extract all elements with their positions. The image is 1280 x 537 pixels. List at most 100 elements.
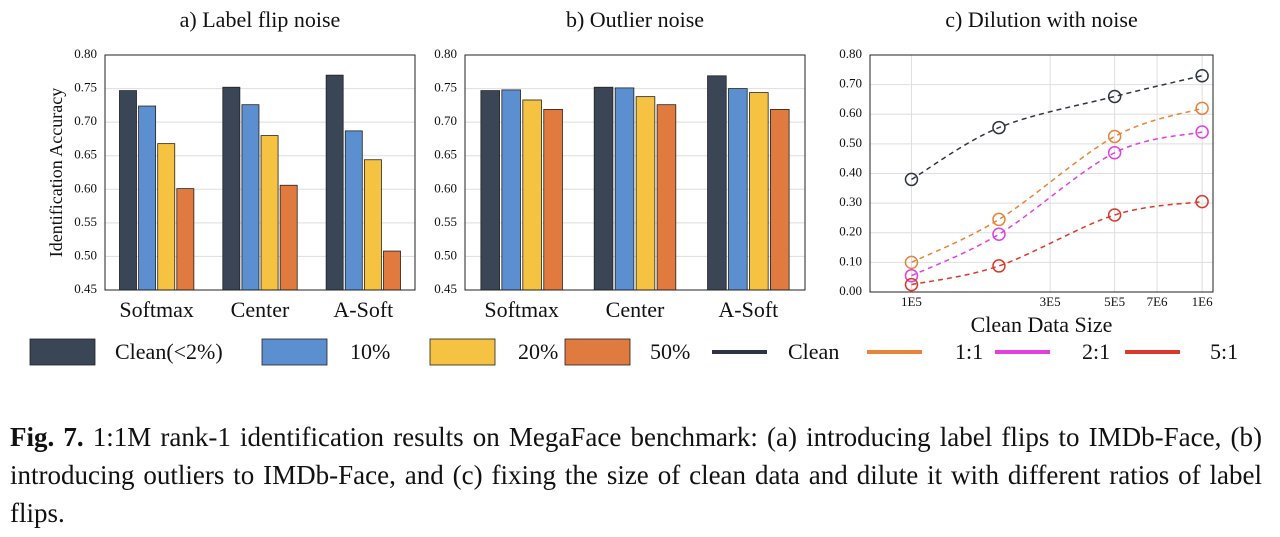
y-tick-label: 0.80 — [434, 46, 457, 61]
y-tick-label: 0.75 — [74, 80, 97, 95]
point — [1107, 208, 1122, 222]
y-tick-label: 0.65 — [74, 147, 97, 162]
bar — [138, 105, 157, 291]
bar — [344, 130, 363, 291]
line — [911, 131, 1203, 277]
legend-swatch — [29, 338, 96, 366]
point — [904, 268, 919, 283]
legend-swatch — [429, 338, 496, 366]
chart-title: b) Outlier noise — [566, 7, 704, 32]
plot-area — [465, 55, 805, 290]
y-tick-label: 0.60 — [434, 180, 457, 195]
bar — [260, 135, 279, 291]
bar — [522, 99, 542, 291]
point — [1195, 101, 1209, 116]
point — [992, 259, 1006, 273]
bar — [770, 108, 790, 291]
y-tick-label: 0.75 — [434, 80, 457, 95]
bar — [480, 90, 500, 291]
legend-label: 5:1 — [1210, 339, 1238, 364]
legend-swatch — [564, 338, 631, 366]
caption-label: Fig. 7. — [10, 422, 84, 452]
point — [992, 120, 1006, 135]
x-tick-label: 3E5 — [1040, 294, 1061, 309]
point — [904, 172, 919, 187]
x-tick-label: A-Soft — [333, 297, 393, 322]
y-tick-label: 0.70 — [74, 113, 97, 128]
caption-text: 1:1M rank-1 identification results on Me… — [10, 422, 1262, 528]
legend-label: 50% — [650, 339, 690, 364]
x-axis-label: Clean Data Size — [971, 312, 1113, 337]
legend-label: 1:1 — [955, 339, 983, 364]
bar — [157, 143, 176, 291]
point — [992, 212, 1006, 227]
caption: Fig. 7. 1:1M rank-1 identification resul… — [10, 418, 1262, 532]
legend-label: 2:1 — [1082, 339, 1110, 364]
line — [911, 75, 1203, 181]
point — [1195, 125, 1209, 139]
y-tick-label: 0.45 — [74, 281, 97, 296]
bar — [119, 90, 137, 291]
y-tick-label: 0.50 — [839, 135, 862, 150]
y-tick-label: 0.50 — [434, 247, 457, 262]
bar — [325, 74, 344, 291]
y-tick-label: 0.30 — [839, 194, 862, 209]
y-tick-label: 0.10 — [839, 253, 862, 268]
plot-frame — [104, 54, 416, 291]
bar — [383, 250, 401, 291]
legend-label: Clean — [788, 339, 839, 364]
x-tick-label: Center — [231, 297, 290, 322]
bar — [279, 184, 298, 291]
x-tick-label: A-Soft — [718, 297, 778, 322]
bar — [593, 86, 614, 291]
y-tick-label: 0.65 — [434, 147, 457, 162]
bar — [728, 88, 748, 291]
y-tick-label: 0.80 — [839, 46, 862, 61]
y-tick-label: 0.60 — [839, 105, 862, 120]
bar — [635, 96, 656, 291]
legend-label: 20% — [518, 339, 558, 364]
y-tick-label: 0.20 — [839, 224, 862, 239]
y-tick-label: 0.60 — [74, 180, 97, 195]
plot-frame — [869, 54, 1214, 293]
bar — [749, 92, 769, 291]
chart-title: a) Label flip noise — [180, 7, 341, 32]
legend-swatch — [261, 338, 328, 366]
x-tick-label: Softmax — [119, 297, 194, 322]
bar — [543, 108, 563, 291]
figure: a) Label flip noise 0.45 0.50 0.55 0.60 0.65 0… — [29, 7, 1238, 366]
bar — [241, 104, 260, 291]
point — [992, 227, 1006, 241]
x-tick-label: 7E6 — [1147, 294, 1168, 309]
bar — [614, 87, 635, 291]
point — [1195, 68, 1209, 83]
point — [1107, 89, 1122, 104]
line — [911, 107, 1203, 264]
x-tick-label: 1E6 — [1192, 294, 1213, 309]
x-tick-label: 5E5 — [1104, 294, 1125, 309]
y-tick-label: 0.55 — [74, 214, 97, 229]
y-tick-label: 0.70 — [839, 76, 862, 91]
point — [904, 277, 919, 292]
chart-title: c) Dilution with noise — [945, 7, 1137, 32]
y-tick-label: 0.00 — [839, 283, 862, 298]
bar — [222, 86, 241, 291]
point — [904, 255, 919, 270]
plot-frame — [464, 54, 806, 291]
point — [1107, 129, 1122, 144]
x-tick-label: 1E5 — [901, 294, 922, 309]
bar — [176, 188, 195, 291]
point — [1195, 194, 1209, 209]
legend-label: Clean(<2%) — [115, 339, 223, 364]
y-tick-label: 0.40 — [839, 164, 862, 179]
y-tick-label: 0.80 — [74, 46, 97, 61]
y-axis-label: Identification Accuracy — [46, 88, 66, 257]
point — [1107, 146, 1122, 160]
plot-area — [105, 55, 415, 290]
y-tick-label: 0.70 — [434, 113, 457, 128]
y-tick-label: 0.55 — [434, 214, 457, 229]
bar — [707, 75, 727, 291]
y-tick-label: 0.45 — [434, 281, 457, 296]
bar — [363, 159, 382, 291]
